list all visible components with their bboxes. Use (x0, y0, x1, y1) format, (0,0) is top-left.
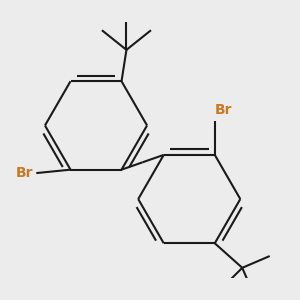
Text: Br: Br (16, 166, 33, 180)
Text: Br: Br (215, 103, 232, 117)
